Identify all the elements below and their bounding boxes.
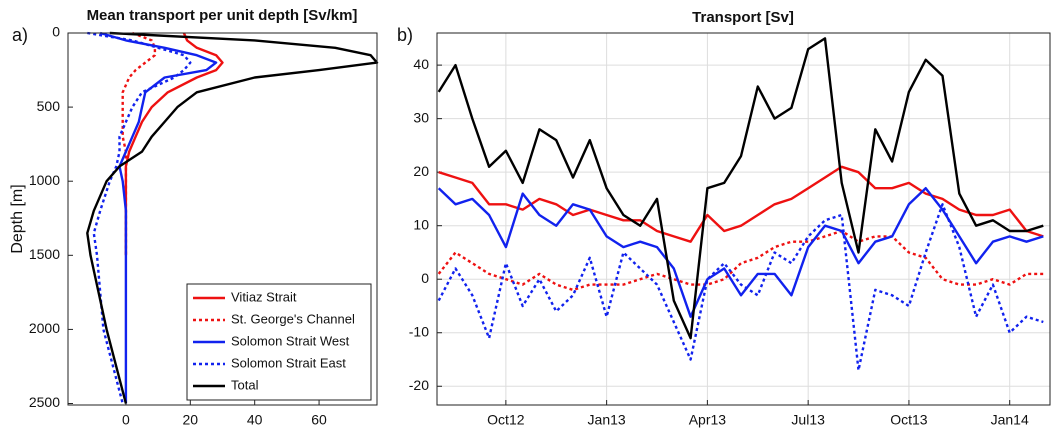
y-tick-label: 0 [421,270,429,286]
profile-line [86,31,379,404]
profile-line [121,31,157,256]
series-line [437,203,1044,372]
legend-label: Solomon Strait West [231,333,350,348]
y-tick-label: 30 [413,109,429,125]
y-tick-label: 2500 [29,394,60,410]
y-tick-label: 1500 [29,246,60,262]
legend-label: Total [231,377,259,392]
x-tick-label: Oct13 [890,412,928,428]
plot-frame [67,32,378,406]
x-tick-label: 60 [311,412,327,428]
x-tick-label: Jan14 [991,412,1029,428]
x-tick-label: Jul13 [791,412,825,428]
profile-line [99,31,218,404]
x-tick-label: Apr13 [689,412,727,428]
y-tick-label: -10 [409,323,429,339]
y-tick-label: 500 [37,98,61,114]
plot-frame [436,32,1051,406]
x-tick-label: 40 [247,412,263,428]
series-line [437,187,1044,318]
y-tick-label: 1000 [29,172,60,188]
y-tick-label: -20 [409,377,429,393]
panel-label: a) [12,25,28,45]
x-tick-label: Oct12 [487,412,525,428]
x-tick-label: 20 [183,412,199,428]
y-tick-label: 0 [52,24,60,40]
y-tick-label: 20 [413,163,429,179]
chart-title: Transport [Sv] [692,9,794,26]
legend-label: Solomon Strait East [231,355,346,370]
profile-line [124,32,224,256]
y-tick-label: 40 [413,56,429,72]
profile-line [87,31,192,404]
series-line [438,165,1044,243]
legend-label: Vitiaz Strait [231,289,297,304]
y-axis-label: Depth [m] [9,184,26,253]
y-tick-label: 2000 [29,320,60,336]
x-tick-label: Jan13 [588,412,626,428]
panel-label: b) [397,25,413,45]
chart-title: Mean transport per unit depth [Sv/km] [87,7,358,24]
x-tick-label: 0 [122,412,130,428]
series-line [437,229,1044,292]
series-line [437,37,1044,340]
legend-label: St. George's Channel [231,311,355,326]
y-tick-label: 10 [413,216,429,232]
